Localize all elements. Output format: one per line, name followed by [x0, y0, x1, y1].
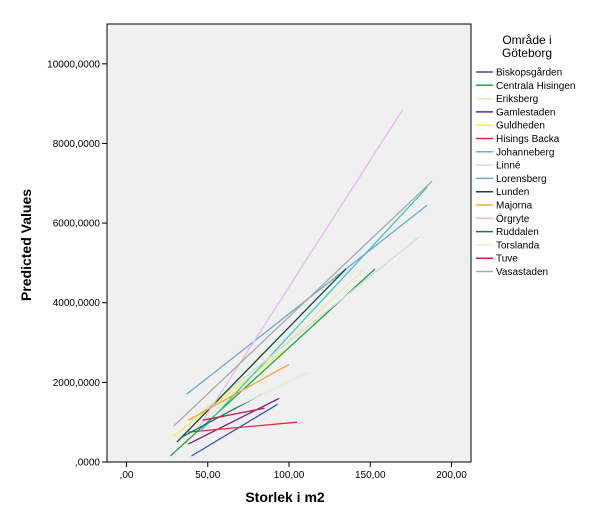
legend-label: Vasastaden [496, 267, 548, 278]
x-tick-label: 100,00 [274, 470, 305, 481]
series-line-7 [191, 236, 420, 421]
legend-label: Ruddalen [496, 227, 539, 238]
legend-label: Torslanda [496, 240, 540, 251]
series-line-10 [187, 363, 290, 421]
series-line-13 [223, 371, 309, 413]
legend-label: Gamlestaden [496, 107, 555, 118]
legend-label: Örgryte [496, 213, 530, 225]
x-tick-label: ,00 [120, 470, 134, 481]
plot-area [106, 23, 472, 463]
legend-label: Eriksberg [496, 94, 538, 105]
legend: Område i Göteborg Biskopsgården Centrala … [476, 33, 576, 278]
series-line-11 [199, 109, 404, 427]
series-line-4 [173, 349, 285, 437]
y-axis-title: Predicted Values [18, 189, 34, 301]
series-line-6 [199, 186, 428, 433]
legend-label: Johanneberg [496, 147, 554, 158]
legend-label: Tuve [496, 254, 518, 265]
legend-label: Lunden [496, 187, 529, 198]
y-tick-label: 8000,0000 [53, 139, 101, 150]
y-tick-label: ,0000 [75, 458, 100, 469]
series-layer [169, 109, 433, 457]
y-tick-label: 2000,0000 [53, 378, 101, 389]
legend-title-line-2: Göteborg [502, 46, 552, 60]
legend-title-line-1: Område i [502, 33, 551, 47]
series-line-14 [202, 407, 265, 421]
x-tick-label: 50,00 [195, 470, 220, 481]
series-line-3 [188, 397, 280, 445]
y-tick-label: 6000,0000 [53, 219, 101, 230]
legend-label: Hisings Backa [496, 134, 560, 145]
legend-label: Lorensberg [496, 174, 547, 185]
x-tick-label: 200,00 [436, 470, 467, 481]
series-line-9 [176, 268, 347, 443]
x-axis-title: Storlek i m2 [245, 489, 325, 505]
y-tick-label: 4000,0000 [53, 298, 101, 309]
legend-items: Biskopsgården Centrala Hisingen Eriksberg G… [476, 67, 576, 278]
legend-label: Majorna [496, 201, 533, 212]
series-line-5 [188, 421, 298, 433]
legend-label: Centrala Hisingen [496, 81, 576, 92]
legend-label: Guldheden [496, 121, 545, 132]
legend-label: Linné [496, 161, 521, 172]
legend-label: Biskopsgården [496, 67, 562, 79]
y-tick-label: 10000,0000 [47, 59, 100, 70]
x-tick-label: 150,00 [355, 470, 386, 481]
series-line-0 [191, 403, 278, 457]
x-axis-ticks: ,00 50,00 100,00 150,00 200,00 [120, 462, 467, 481]
series-line-15 [173, 180, 433, 427]
y-axis-ticks: ,0000 2000,0000 4000,0000 6000,0000 8000,000… [47, 59, 107, 469]
